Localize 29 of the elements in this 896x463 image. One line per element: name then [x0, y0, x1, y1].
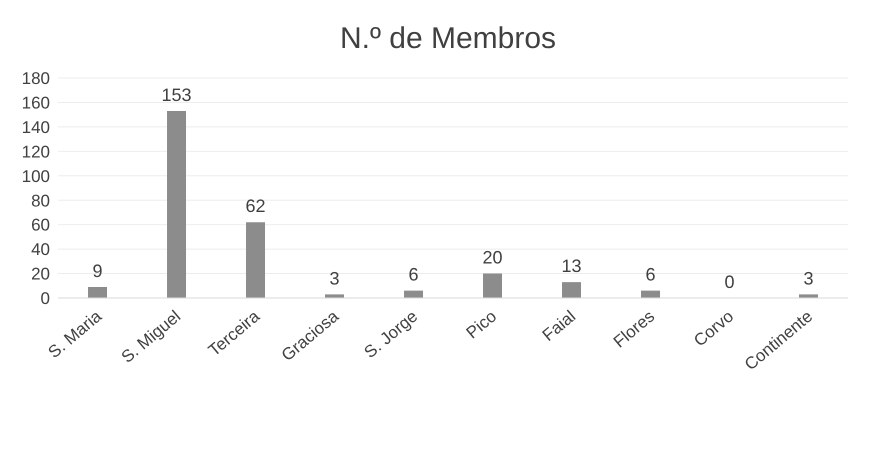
- data-label: 62: [245, 196, 266, 216]
- bar: [167, 111, 186, 298]
- y-tick-label: 120: [22, 142, 50, 162]
- x-tick-label: Pico: [462, 306, 500, 342]
- bar: [246, 222, 266, 298]
- data-label: 153: [161, 85, 192, 105]
- y-tick-label: 140: [22, 118, 50, 137]
- data-label: 3: [329, 268, 340, 288]
- data-label: 9: [92, 261, 103, 281]
- bar: [88, 287, 108, 298]
- data-label: 0: [724, 272, 735, 292]
- bar: [641, 290, 660, 298]
- y-tick-label: 40: [31, 240, 50, 260]
- bar: [562, 282, 582, 298]
- chart-title: N.º de Membros: [338, 22, 558, 56]
- bar: [404, 290, 424, 298]
- data-label: 6: [645, 264, 656, 285]
- data-label: 20: [482, 248, 503, 268]
- y-tick-label: 80: [31, 191, 50, 210]
- data-label: 3: [803, 268, 814, 288]
- bar: [483, 274, 502, 298]
- y-tick-label: 180: [22, 69, 50, 88]
- y-tick-label: 20: [31, 264, 50, 284]
- y-tick-label: 160: [22, 93, 50, 112]
- data-label: 6: [408, 264, 419, 285]
- data-label: 13: [561, 256, 582, 276]
- y-tick-label: 100: [22, 166, 50, 186]
- y-tick-label: 0: [40, 289, 50, 308]
- y-tick-label: 60: [31, 216, 50, 235]
